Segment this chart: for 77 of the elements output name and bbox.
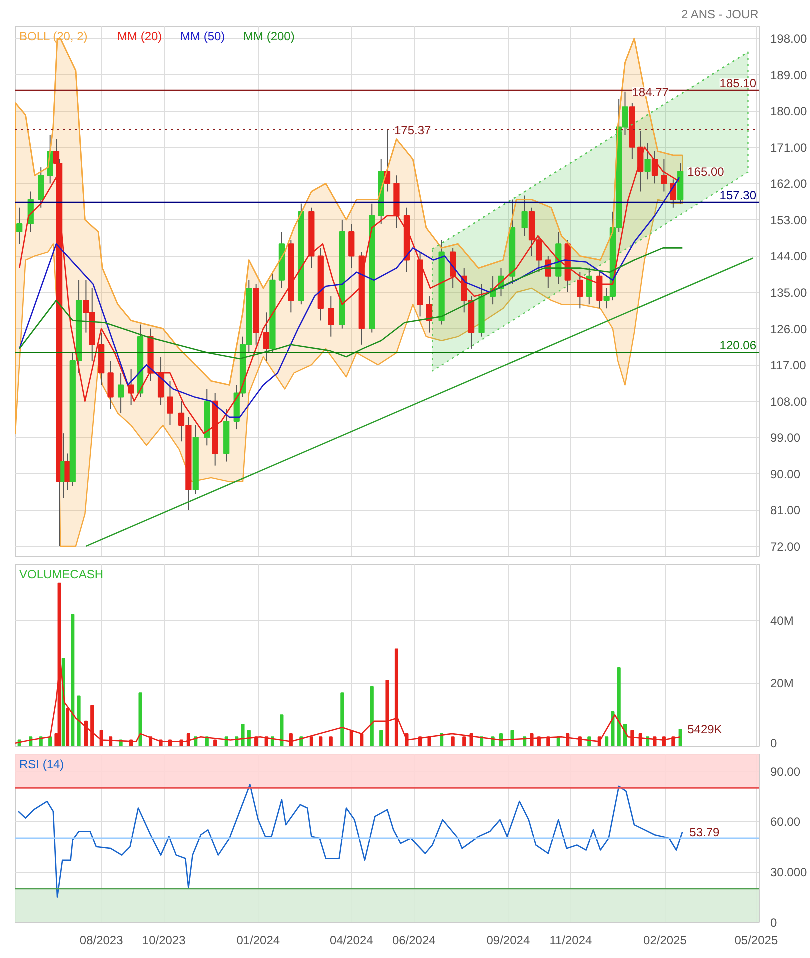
bar: [247, 730, 251, 746]
candlestick: [426, 296, 433, 334]
y-tick-label: 0: [770, 736, 778, 750]
candlestick: [328, 296, 334, 338]
text: MM (200): [244, 30, 295, 44]
y-tick-label: 171.00: [770, 140, 808, 155]
x-tick-label: 10/2023: [142, 934, 186, 948]
y-tick-label: 90.00: [770, 467, 801, 482]
line-series: [18, 248, 684, 360]
y-tick-label: 72.00: [770, 540, 801, 554]
bar: [77, 696, 81, 746]
bar: [370, 686, 374, 746]
candlestick: [264, 312, 270, 362]
y-tick-label: 0: [770, 916, 778, 930]
x-tick-label: 06/2024: [392, 934, 436, 948]
y-tick-label: 198.00: [770, 32, 808, 46]
y-tick-label: 126.00: [770, 322, 808, 336]
y-tick-label: 108.00: [770, 394, 808, 409]
bar: [611, 711, 615, 746]
candlestick: [644, 142, 651, 180]
y-tick-label: 20M: [770, 676, 794, 691]
bar: [510, 730, 514, 746]
candlestick: [586, 268, 592, 306]
annotation: 5429K: [688, 722, 722, 736]
bar: [605, 736, 609, 746]
y-tick-label: 135.00: [770, 286, 808, 300]
ref-line-label: 157.30: [720, 188, 757, 203]
bar: [241, 724, 245, 746]
bar: [617, 668, 621, 746]
candlestick: [64, 453, 71, 490]
x-tick-label: 08/2023: [80, 934, 124, 948]
x-tick-label: 11/2024: [550, 934, 593, 948]
bar: [138, 692, 142, 746]
annotation: 184.77: [632, 85, 670, 100]
bar: [329, 736, 333, 746]
text: RSI (14): [20, 758, 64, 772]
bar: [678, 728, 682, 746]
chart-title: 2 ANS - JOUR: [681, 8, 760, 22]
bar: [48, 736, 52, 746]
text: MM (50): [180, 30, 226, 44]
candlestick: [522, 195, 528, 237]
y-tick-label: 30.000: [770, 866, 808, 880]
x-tick-label: 05/2025: [734, 934, 778, 948]
annotation: 175.37: [394, 123, 432, 138]
annotation: 53.79: [690, 826, 720, 840]
series-label: BOLL (20, 2): [20, 30, 88, 44]
x-tick-label: 02/2025: [644, 934, 688, 948]
candlestick: [661, 159, 668, 192]
bar: [340, 692, 344, 746]
y-tick-label: 117.00: [770, 358, 807, 373]
annotation: 165.00: [688, 165, 725, 180]
bar: [380, 730, 384, 746]
bar: [71, 614, 75, 746]
series-label: VOLUMECASH: [20, 568, 104, 582]
x-tick-label: 09/2024: [486, 934, 530, 948]
line-series: [18, 784, 684, 898]
y-tick-label: 90.00: [770, 764, 801, 779]
y-tick-label: 162.00: [770, 177, 808, 192]
candlestick: [577, 272, 584, 310]
y-tick-label: 144.00: [770, 250, 808, 264]
y-tick-label: 153.00: [770, 213, 808, 228]
y-tick-label: 180.00: [770, 104, 808, 119]
candlestick: [167, 380, 174, 426]
x-tick-label: 04/2024: [330, 934, 374, 948]
ref-line-label: 120.06: [720, 338, 757, 353]
bar: [280, 714, 284, 746]
y-tick-label: 81.00: [770, 504, 801, 518]
y-tick-label: 40M: [770, 614, 794, 628]
y-tick-label: 60.00: [770, 815, 801, 830]
x-tick-label: 01/2024: [236, 934, 280, 948]
candlestick: [16, 207, 23, 245]
ref-line-label: 185.10: [720, 76, 757, 91]
y-tick-label: 99.00: [770, 431, 801, 446]
y-tick-label: 189.00: [770, 68, 808, 82]
text: MM (20): [118, 30, 162, 44]
bar: [319, 736, 323, 746]
candlestick: [118, 372, 124, 414]
